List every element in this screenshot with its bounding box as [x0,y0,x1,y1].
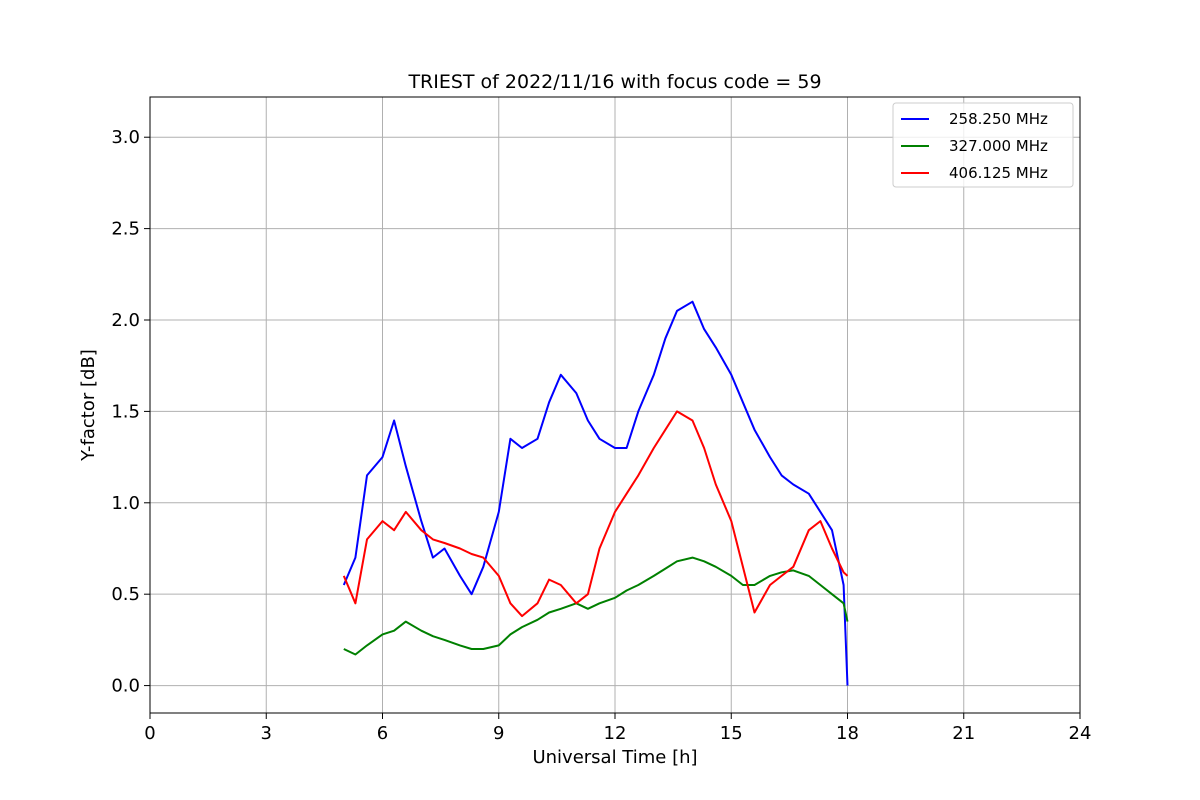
legend-label: 406.125 MHz [949,164,1048,182]
legend-label: 327.000 MHz [949,137,1048,155]
y-tick-label: 1.5 [111,401,140,422]
x-tick-label: 21 [952,723,975,744]
y-tick-label: 2.0 [111,310,140,331]
x-axis-label: Universal Time [h] [532,747,697,768]
y-axis-ticks: 0.0 0.5 1.0 1.5 2.0 2.5 3.0 [111,127,150,697]
legend: 258.250 MHz 327.000 MHz 406.125 MHz [892,102,1074,188]
y-tick-label: 0.0 [111,676,140,697]
x-tick-label: 15 [720,723,743,744]
x-tick-label: 3 [261,723,272,744]
series-line-0 [342,300,849,686]
x-axis-ticks: 0 3 6 9 12 15 18 21 24 [144,713,1091,744]
series-layer [342,300,849,686]
series-line-1 [343,556,849,656]
y-axis-label: Y-factor [dB] [78,349,99,462]
series-line-2 [342,410,849,618]
x-tick-label: 6 [377,723,388,744]
x-tick-label: 12 [604,723,627,744]
legend-box [892,102,1074,188]
y-tick-label: 3.0 [111,127,140,148]
x-tick-label: 9 [493,723,504,744]
x-tick-label: 24 [1069,723,1092,744]
chart-title: TRIEST of 2022/11/16 with focus code = 5… [407,71,821,93]
y-tick-label: 0.5 [111,584,140,605]
x-tick-label: 18 [836,723,859,744]
x-tick-label: 0 [144,723,155,744]
y-tick-label: 2.5 [111,219,140,240]
legend-label: 258.250 MHz [949,110,1048,128]
y-tick-label: 1.0 [111,493,140,514]
